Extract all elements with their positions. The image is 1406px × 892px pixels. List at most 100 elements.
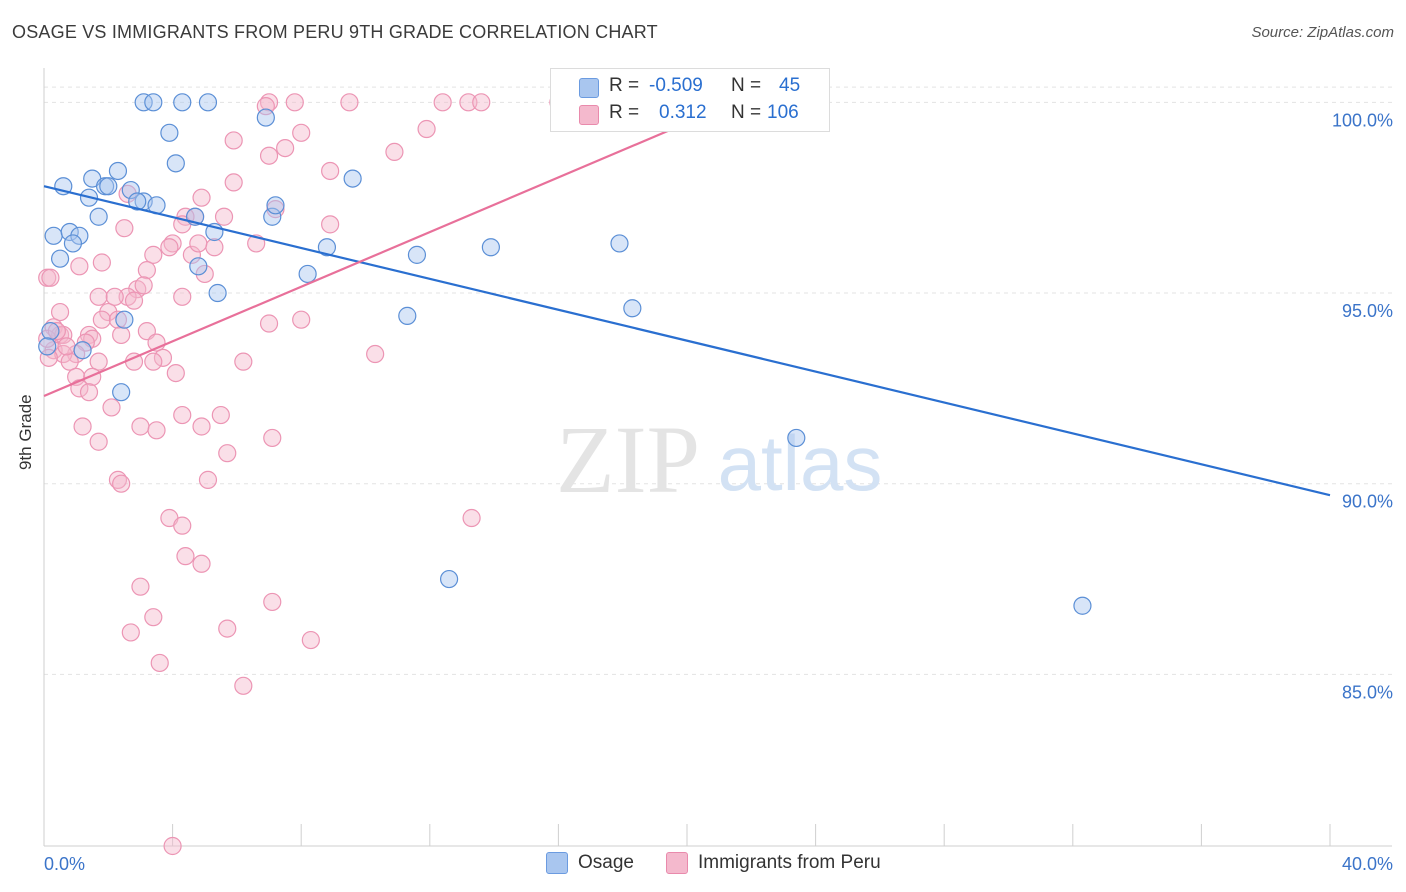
peru-point (385, 142, 404, 162)
osage-point (63, 234, 83, 253)
legend-swatch-peru (579, 105, 599, 125)
osage-point (198, 93, 218, 112)
peru-point (115, 219, 134, 238)
osage-point (256, 108, 275, 127)
peru-point (144, 352, 163, 371)
peru-point (57, 337, 76, 356)
peru-point (472, 93, 491, 112)
peru-point (173, 287, 192, 306)
osage-point (166, 154, 185, 173)
peru-point (137, 261, 156, 280)
peru-point (259, 314, 279, 333)
osage-point (160, 123, 179, 142)
peru-point (211, 405, 230, 425)
peru-point (417, 119, 436, 139)
osage-point (208, 283, 227, 303)
osage-point (38, 337, 57, 356)
osage-point (44, 226, 63, 245)
peru-point (41, 268, 60, 287)
osage-trend-line (43, 185, 1331, 497)
osage-point (266, 196, 285, 215)
peru-point (131, 417, 150, 436)
peru-point (321, 215, 340, 234)
peru-point (147, 421, 166, 440)
peru-point (189, 234, 208, 253)
peru-point (79, 383, 99, 402)
peru-point (292, 123, 311, 142)
x-tick-label-min: 0.0% (44, 854, 85, 874)
osage-point (134, 93, 153, 112)
x-tick-label-max: 40.0% (1342, 854, 1393, 874)
peru-point (433, 93, 452, 112)
source-label: Source: ZipAtlas.com (1251, 24, 1394, 41)
peru-point (301, 630, 320, 650)
y-tick-label: 100.0% (1332, 110, 1393, 130)
peru-point (144, 608, 163, 627)
osage-point (70, 226, 89, 245)
osage-point (787, 428, 806, 448)
peru-point (131, 577, 150, 596)
legend-n-value-osage: 45 (779, 75, 801, 96)
osage-point (108, 161, 128, 181)
osage-point (189, 257, 208, 276)
peru-point (39, 348, 58, 367)
peru-point (99, 302, 118, 322)
legend-row-peru: R = 0.312 N = 106 (551, 101, 829, 127)
y-tick-label: 85.0% (1342, 682, 1393, 702)
peru-point (218, 619, 237, 638)
peru-point (144, 245, 163, 264)
peru-point (150, 653, 169, 673)
peru-points (38, 93, 568, 856)
legend-r-label: R = (609, 75, 640, 96)
peru-point (198, 470, 218, 489)
osage-point (115, 310, 134, 329)
legend-row-osage: R = -0.509 N = 45 (551, 74, 829, 100)
peru-point (166, 363, 185, 383)
peru-point (160, 238, 179, 257)
y-tick-label: 90.0% (1342, 492, 1393, 512)
peru-point (124, 291, 144, 310)
osage-point (112, 383, 131, 402)
legend-swatch-osage (579, 78, 599, 98)
osage-point (398, 306, 417, 325)
peru-point (121, 623, 140, 642)
peru-point (276, 138, 295, 158)
watermark: ZIP atlas (556, 406, 882, 513)
peru-point (259, 146, 279, 165)
peru-point (205, 238, 224, 257)
chart-title: OSAGE VS IMMIGRANTS FROM PERU 9TH GRADE … (12, 22, 658, 42)
legend-r-value-osage: -0.509 (649, 75, 703, 96)
osage-point (298, 264, 317, 284)
peru-point (70, 257, 89, 276)
peru-point (92, 310, 111, 329)
watermark-zip: ZIP (556, 406, 700, 513)
peru-point (92, 253, 111, 272)
osage-point (73, 341, 92, 360)
bottom-swatch-peru (666, 852, 688, 874)
trend-lines (43, 101, 1331, 497)
peru-point (108, 310, 128, 329)
peru-point (218, 444, 237, 463)
tick-labels: 85.0% 90.0% 95.0% 100.0% 0.0% 40.0% (44, 110, 1393, 874)
peru-point (234, 676, 253, 695)
peru-point (292, 310, 311, 329)
peru-point (47, 322, 66, 341)
peru-point (112, 474, 131, 493)
osage-point (128, 192, 147, 211)
osage-point (623, 299, 642, 318)
peru-point (366, 344, 385, 364)
bottom-label-peru: Immigrants from Peru (698, 852, 881, 873)
osage-point (481, 238, 500, 257)
peru-point (285, 93, 304, 112)
peru-point (459, 93, 478, 112)
osage-point (173, 93, 192, 112)
osage-point (41, 322, 60, 341)
legend-r-value-peru: 0.312 (659, 102, 707, 123)
peru-point (73, 417, 92, 436)
peru-point (89, 287, 108, 306)
peru-point (176, 547, 195, 566)
peru-point (105, 287, 124, 306)
peru-point (462, 508, 481, 528)
peru-point (112, 325, 131, 345)
y-tick-label: 95.0% (1342, 301, 1393, 321)
